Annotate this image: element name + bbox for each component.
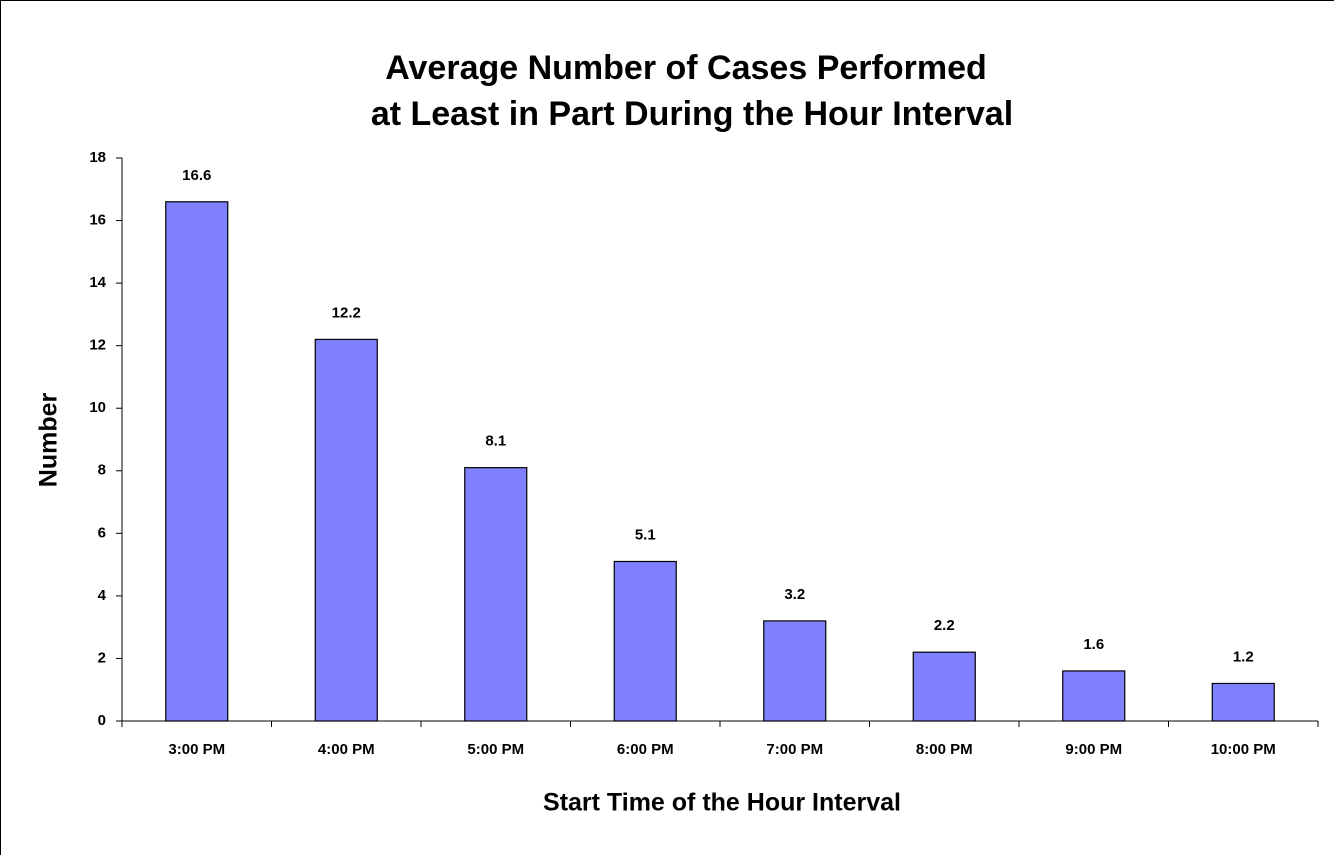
- x-tick-label: 6:00 PM: [617, 741, 674, 758]
- chart-title: at Least in Part During the Hour Interva…: [371, 95, 1013, 133]
- value-label: 2.2: [934, 617, 955, 634]
- y-tick-label: 6: [98, 524, 106, 541]
- bar: [613, 560, 677, 722]
- x-tick-label: 4:00 PM: [318, 741, 375, 758]
- x-tick-label: 9:00 PM: [1065, 741, 1122, 758]
- bar: [464, 467, 528, 722]
- y-tick-label: 18: [89, 149, 106, 166]
- value-label: 5.1: [635, 526, 656, 543]
- value-label: 12.2: [332, 304, 361, 321]
- y-tick-label: 14: [89, 274, 106, 291]
- y-tick-label: 10: [89, 399, 106, 416]
- bar: [1211, 682, 1275, 722]
- value-label: 1.2: [1233, 648, 1254, 665]
- y-tick-label: 16: [89, 212, 106, 229]
- y-tick-label: 0: [98, 712, 106, 729]
- y-axis-title: Number: [35, 393, 63, 488]
- x-tick-label: 3:00 PM: [168, 741, 225, 758]
- value-label: 16.6: [182, 167, 211, 184]
- value-label: 8.1: [485, 433, 506, 450]
- value-label: 3.2: [784, 586, 805, 603]
- y-tick-label: 4: [98, 587, 107, 604]
- bar: [165, 201, 229, 722]
- x-tick-label: 10:00 PM: [1211, 741, 1276, 758]
- bar: [1062, 670, 1126, 722]
- bar: [314, 338, 378, 722]
- x-axis-title: Start Time of the Hour Interval: [543, 789, 901, 817]
- bar: [763, 620, 827, 722]
- x-tick-label: 7:00 PM: [766, 741, 823, 758]
- y-tick-label: 12: [89, 337, 106, 354]
- x-tick-label: 5:00 PM: [467, 741, 524, 758]
- x-tick-label: 8:00 PM: [916, 741, 973, 758]
- value-label: 1.6: [1083, 636, 1104, 653]
- chart-title: Average Number of Cases Performed: [385, 49, 987, 87]
- bar: [912, 651, 976, 722]
- y-tick-label: 2: [98, 649, 106, 666]
- y-tick-label: 8: [98, 462, 106, 479]
